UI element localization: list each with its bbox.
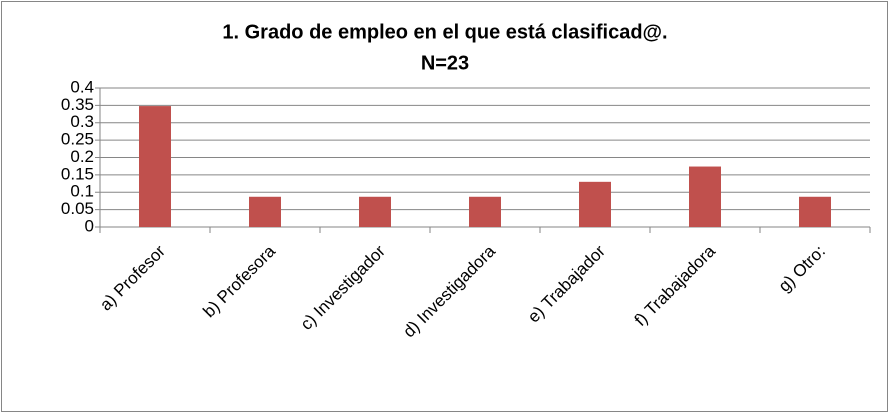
- y-tick-label: 0.15: [61, 164, 94, 183]
- bar: [359, 196, 391, 227]
- bar: [139, 106, 171, 227]
- y-tick-label: 0.25: [61, 130, 94, 149]
- bar: [579, 181, 611, 227]
- y-tick-label: 0.1: [70, 182, 94, 201]
- bar: [689, 166, 721, 227]
- chart-title: 1. Grado de empleo en el que está clasif…: [222, 21, 667, 43]
- y-tick-label: 0.05: [61, 199, 94, 218]
- chart-subtitle: N=23: [421, 52, 469, 74]
- bar: [469, 196, 501, 227]
- y-tick-label: 0.3: [70, 112, 94, 131]
- y-tick-label: 0.4: [70, 77, 94, 96]
- bar: [799, 196, 831, 227]
- y-tick-label: 0.35: [61, 95, 94, 114]
- bar: [249, 196, 281, 227]
- y-tick-label: 0.2: [70, 147, 94, 166]
- y-tick-label: 0: [85, 216, 94, 235]
